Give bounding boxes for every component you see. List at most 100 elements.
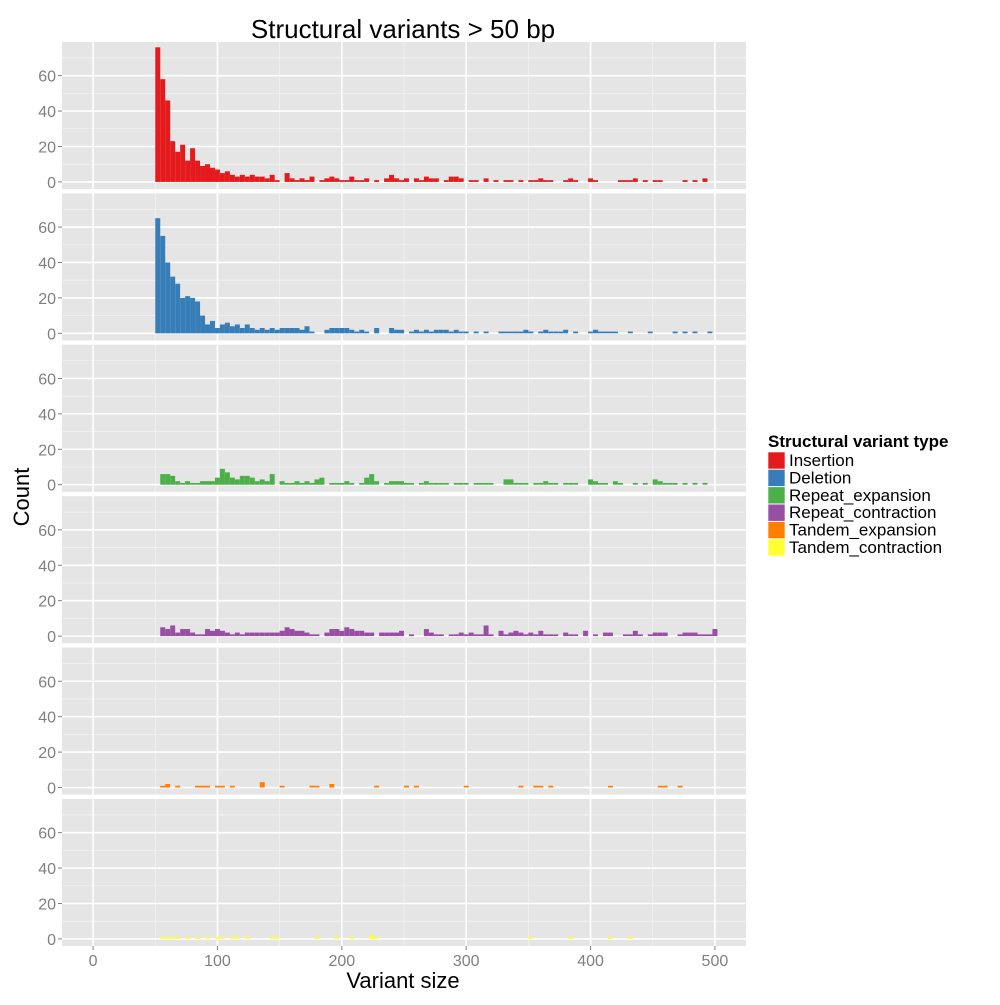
histogram-bar: [359, 482, 365, 485]
histogram-bar: [155, 47, 161, 182]
histogram-bar: [304, 180, 310, 182]
histogram-bar: [443, 482, 449, 485]
histogram-bar: [180, 297, 186, 334]
histogram-bar: [264, 178, 270, 182]
histogram-bar: [602, 482, 608, 485]
histogram-bar: [503, 634, 509, 637]
x-tick-label: 0: [89, 953, 98, 970]
histogram-bar: [165, 100, 171, 182]
histogram-bar: [244, 475, 250, 485]
histogram-bar: [219, 937, 225, 939]
histogram-bar: [428, 482, 434, 485]
histogram-bar: [478, 634, 484, 637]
histogram-bar: [682, 180, 688, 182]
histogram-bar: [219, 468, 225, 485]
histogram-bar: [349, 629, 355, 637]
histogram-bar: [209, 630, 215, 637]
histogram-bar: [503, 180, 509, 182]
histogram-bar: [523, 634, 529, 637]
histogram-bar: [647, 634, 653, 637]
histogram-bar: [399, 329, 404, 334]
histogram-bar: [453, 482, 459, 485]
histogram-bar: [309, 331, 315, 334]
histogram-bar: [374, 785, 380, 788]
histogram-bar: [259, 479, 265, 485]
histogram-bar: [354, 630, 360, 637]
histogram-bar: [573, 482, 579, 485]
histogram-bar: [394, 178, 400, 182]
histogram-bar: [175, 481, 181, 485]
histogram-bar: [543, 481, 549, 485]
histogram-bar: [334, 178, 340, 182]
histogram-bar: [573, 180, 579, 182]
histogram-bar: [185, 629, 191, 637]
histogram-bar: [473, 331, 479, 334]
histogram-bar: [254, 176, 260, 182]
histogram-bar: [344, 481, 350, 485]
histogram-bar: [682, 632, 688, 637]
histogram-bar: [692, 482, 698, 485]
histogram-bar: [344, 627, 350, 637]
histogram-bar: [458, 482, 464, 485]
histogram-bar: [563, 329, 569, 334]
histogram-bar: [239, 634, 245, 637]
histogram-bar: [533, 634, 539, 637]
histogram-bar: [160, 785, 166, 788]
histogram-bar: [205, 629, 210, 637]
histogram-bar: [374, 481, 380, 485]
legend-title: Structural variant type: [768, 432, 948, 451]
histogram-bar: [294, 328, 300, 334]
histogram-bar: [433, 178, 439, 182]
histogram-bar: [483, 178, 489, 182]
legend-swatch: [767, 521, 786, 539]
y-tick-label: 40: [38, 104, 56, 121]
histogram-bar: [244, 176, 250, 182]
histogram-bar: [518, 785, 524, 788]
y-tick-label: 60: [38, 69, 56, 86]
histogram-bar: [354, 331, 360, 334]
histogram-bar: [180, 629, 186, 637]
panel-repeat-expansion: 0 20 40 60: [38, 344, 746, 495]
histogram-bar: [463, 634, 469, 637]
histogram-bar: [692, 180, 698, 182]
histogram-bar: [205, 785, 210, 788]
histogram-bar: [692, 331, 698, 334]
histogram-bar: [185, 160, 191, 182]
histogram-bar: [344, 180, 350, 182]
histogram-bar: [175, 151, 181, 182]
histogram-bar: [468, 632, 474, 637]
histogram-bar: [214, 629, 220, 637]
histogram-bar: [563, 482, 569, 485]
histogram-bar: [329, 176, 335, 182]
histogram-bar: [438, 482, 444, 485]
histogram-bar: [543, 329, 549, 334]
histogram-bar: [165, 783, 171, 788]
histogram-bar: [160, 79, 166, 182]
histogram-bar: [214, 477, 220, 485]
histogram-bar: [279, 785, 285, 788]
y-tick-label: 40: [38, 255, 56, 272]
histogram-bar: [677, 785, 683, 788]
histogram-bar: [334, 629, 340, 637]
histogram-bar: [264, 329, 270, 334]
histogram-bar: [443, 180, 449, 182]
histogram-bar: [259, 328, 265, 334]
histogram-bar: [304, 632, 310, 637]
histogram-bar: [214, 328, 220, 334]
histogram-bar: [160, 627, 166, 637]
histogram-bar: [413, 785, 419, 788]
histogram-bar: [588, 331, 594, 334]
histogram-bar: [493, 180, 499, 182]
y-tick-label: 20: [38, 745, 56, 762]
histogram-bar: [483, 625, 489, 637]
histogram-bar: [279, 630, 285, 637]
histogram-bar: [205, 937, 210, 939]
histogram-bar: [423, 329, 429, 334]
x-axis: 0 100 200 300 400 500: [89, 946, 728, 970]
histogram-bar: [299, 630, 305, 637]
x-tick-label: 100: [204, 953, 231, 970]
histogram-bar: [573, 634, 579, 637]
histogram-bar: [239, 475, 245, 485]
y-tick-label: 20: [38, 442, 56, 459]
facet-panels: 0 20 40 60 0 20 40 60 0 20 40 60 0 20 40 60 0 20 40 60 0 20 40…: [38, 42, 746, 949]
